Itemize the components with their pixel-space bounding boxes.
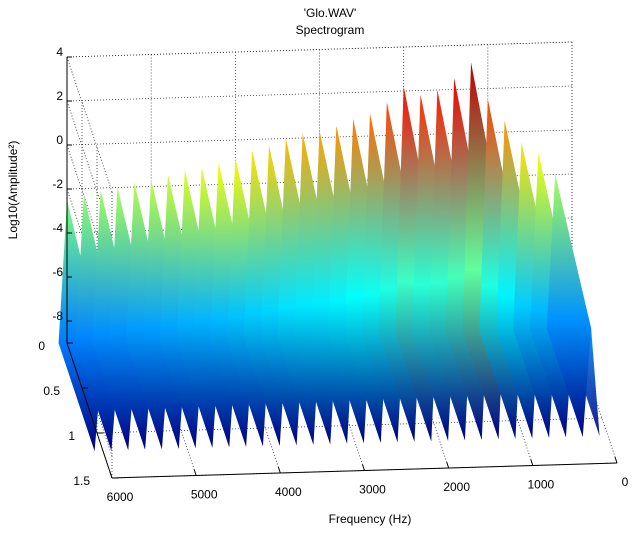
x-tick-label: 5000	[191, 488, 218, 502]
x-tick-label: 1000	[527, 478, 554, 492]
grid-line	[66, 56, 113, 193]
tick-mark	[277, 466, 281, 474]
z-tick-label: 2	[56, 89, 63, 103]
y-axis	[66, 342, 113, 479]
tick-mark	[362, 464, 365, 471]
x-tick-label: 4000	[275, 485, 302, 499]
x-tick-label: 2000	[443, 480, 470, 494]
grid-line	[66, 85, 573, 102]
z-tick-label: -6	[52, 265, 63, 279]
ridge	[555, 174, 600, 437]
tick-mark	[446, 461, 450, 469]
z-tick-label: 0	[56, 133, 63, 147]
z-tick-label: -4	[52, 221, 63, 235]
x-axis-label: Frequency (Hz)	[329, 512, 412, 526]
x-tick-label: 6000	[107, 490, 134, 504]
x-tick-label: 3000	[359, 483, 386, 497]
chart-title: 'Glo.WAV'	[304, 6, 357, 20]
y-tick-label: 1.5	[73, 474, 90, 488]
tick-mark	[109, 471, 113, 479]
tick-mark	[193, 469, 197, 476]
x-tick-label: 0	[622, 475, 629, 489]
y-tick-label: 0.5	[43, 384, 60, 398]
chart-subtitle: Spectrogram	[296, 23, 365, 37]
box-edge	[66, 41, 573, 58]
z-tick-label: -2	[52, 177, 63, 191]
tick-mark	[530, 459, 534, 466]
y-tick-label: 1	[68, 429, 75, 443]
z-axis-label: Log10(Amplitude²)	[6, 141, 20, 240]
z-tick-label: 4	[56, 45, 63, 59]
tick-mark	[614, 456, 618, 464]
y-tick-label: 0	[38, 339, 45, 353]
grid-line	[96, 417, 603, 434]
z-tick-label: -8	[52, 309, 63, 323]
